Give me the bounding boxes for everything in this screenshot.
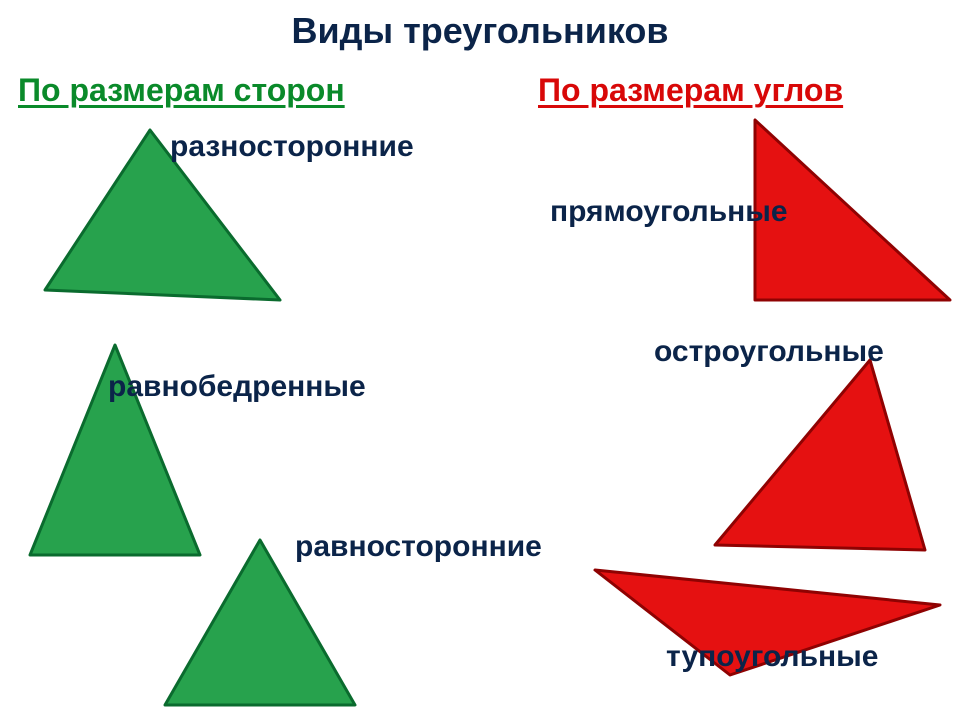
heading-by-angles: По размерам углов (538, 72, 843, 109)
obtuse-label: тупоугольные (666, 640, 878, 674)
right-angle-label: прямоугольные (550, 195, 788, 229)
heading-by-sides: По размерам сторон (18, 72, 345, 109)
isosceles-label: равнобедренные (108, 370, 366, 404)
equilateral-label: равносторонние (295, 530, 542, 564)
scalene-label: разносторонние (170, 130, 414, 164)
diagram-stage: Виды треугольников По размерам сторон По… (0, 0, 960, 720)
acute-triangle-icon (700, 350, 940, 560)
page-title: Виды треугольников (0, 10, 960, 52)
acute-label: остроугольные (654, 335, 884, 369)
